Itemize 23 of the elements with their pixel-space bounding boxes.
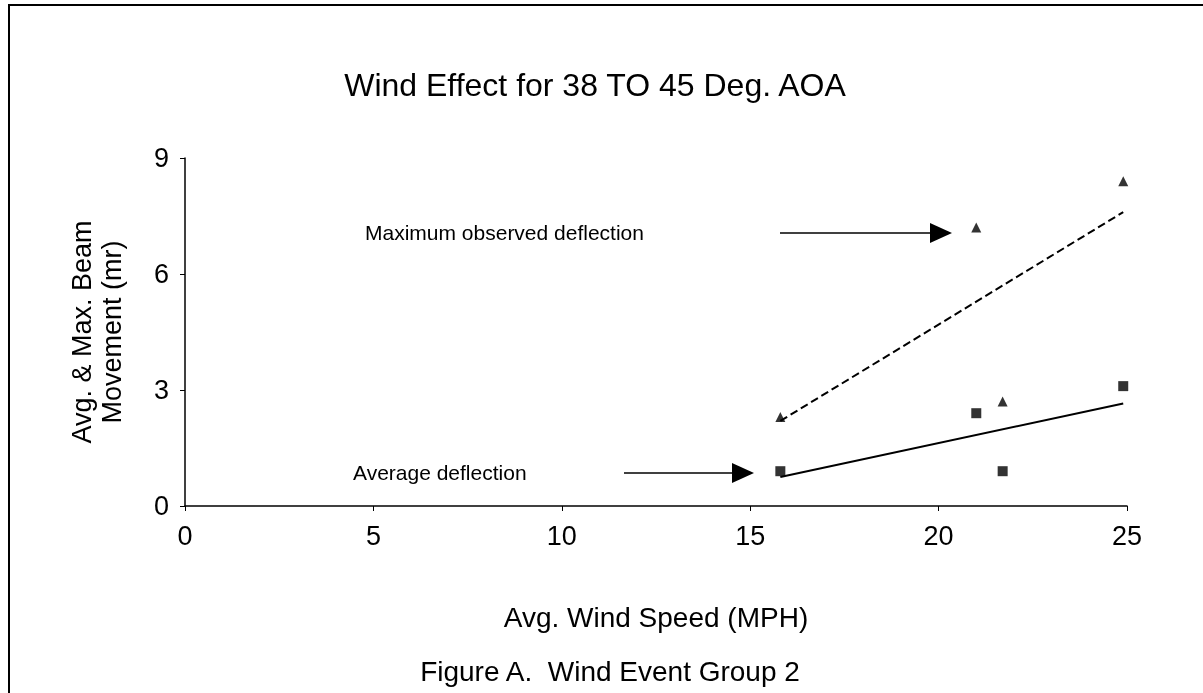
point (997, 466, 1008, 477)
point (997, 396, 1008, 407)
x-tick-label: 10 (546, 520, 577, 551)
x-tick-label: 20 (923, 520, 954, 551)
x-tick-label: 0 (177, 520, 193, 551)
annotation: Average deflection (353, 461, 527, 485)
annotation: Maximum observed deflection (365, 221, 644, 245)
x-tick-label: 25 (1111, 520, 1143, 551)
text: Figure A. Wind Event Group 2 (419, 656, 801, 688)
point (971, 222, 982, 233)
y-tick-label: 3 (153, 375, 169, 405)
y-axis-title: Avg. & Max. Beam Movement (mr) (67, 220, 127, 444)
point (775, 466, 786, 477)
y-tick-label: 9 (153, 143, 169, 173)
y-tick-label: 0 (153, 491, 169, 521)
chart-title: Wind Effect for 38 TO 45 Deg. AOA (344, 67, 847, 103)
point (971, 408, 982, 419)
x-tick-label: 5 (365, 520, 381, 551)
x-tick-label: 15 (735, 520, 766, 551)
x-axis-title: Avg. Wind Speed (MPH) (503, 601, 809, 633)
point (1118, 176, 1129, 187)
point (1118, 381, 1129, 392)
y-tick-label: 6 (153, 259, 169, 289)
